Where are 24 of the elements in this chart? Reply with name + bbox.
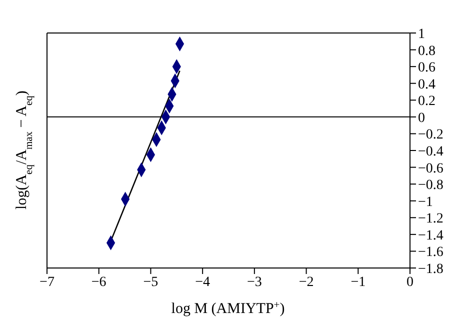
y-tick-label: −0.6 bbox=[418, 161, 444, 176]
y-tick-label: 0.4 bbox=[418, 77, 436, 92]
x-tick-label: −1 bbox=[350, 274, 366, 290]
y-tick-label: −0.8 bbox=[418, 178, 444, 194]
x-axis-title: log M (AMIYTP$^{+}$) bbox=[171, 300, 285, 317]
x-tick-label: 0 bbox=[406, 274, 414, 290]
x-tick-label: −5 bbox=[143, 274, 158, 290]
y-tick-label: −0.4 bbox=[418, 144, 444, 160]
x-tick-label: −7 bbox=[40, 274, 54, 290]
y-tick-label: −0.2 bbox=[418, 128, 444, 143]
x-tick-label: −2 bbox=[298, 274, 314, 290]
y-tick-label: −1 bbox=[418, 194, 433, 210]
y-tick-label: −1.6 bbox=[418, 245, 444, 260]
y-tick-label: 0 bbox=[418, 110, 425, 126]
y-tick-label: 0.6 bbox=[418, 60, 436, 76]
y-tick-label: 1 bbox=[418, 26, 425, 42]
y-tick-label: 0.8 bbox=[418, 44, 436, 59]
x-tick-label: −6 bbox=[91, 274, 106, 290]
y-tick-label: −1.4 bbox=[418, 228, 444, 244]
y-tick-label: −1.8 bbox=[418, 262, 444, 277]
y-tick-label: −1.2 bbox=[418, 212, 444, 227]
y-tick-label: 0.2 bbox=[418, 94, 436, 110]
x-tick-label: −3 bbox=[246, 274, 262, 290]
x-tick-label: −4 bbox=[195, 274, 210, 290]
